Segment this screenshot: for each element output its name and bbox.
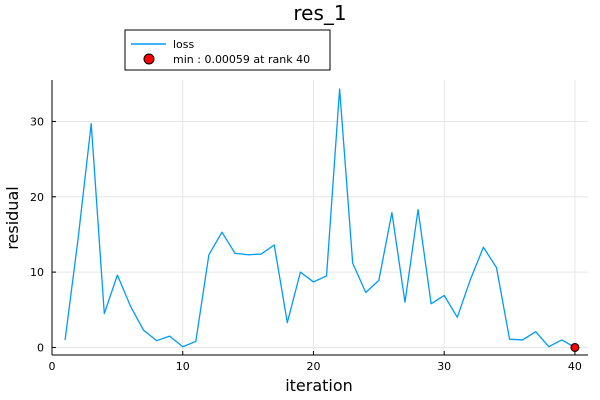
y-axis-label: residual — [3, 186, 22, 249]
x-tick-label: 0 — [49, 360, 56, 373]
legend-label-min-marker: min : 0.00059 at rank 40 — [173, 53, 310, 66]
legend: loss min : 0.00059 at rank 40 — [124, 29, 331, 71]
y-tick-label: 10 — [30, 266, 44, 279]
x-tick-label: 40 — [568, 360, 582, 373]
x-tick-label: 10 — [176, 360, 190, 373]
y-tick-label: 20 — [30, 191, 44, 204]
legend-box — [124, 29, 331, 71]
min-marker-point — [570, 342, 580, 352]
x-axis-label: iteration — [285, 376, 353, 395]
grid — [51, 80, 588, 355]
plot-area — [64, 88, 580, 352]
series-line-loss — [64, 88, 576, 349]
y-tick-label: 30 — [30, 115, 44, 128]
axes: 0 10 20 30 40 0 10 20 30 — [30, 80, 588, 373]
legend-swatch-min-marker — [143, 53, 155, 65]
chart-title: res_1 — [293, 1, 346, 25]
x-tick-label: 20 — [306, 360, 320, 373]
legend-label-loss: loss — [173, 38, 195, 51]
y-tick-label: 0 — [37, 341, 44, 354]
x-tick-label: 30 — [437, 360, 451, 373]
